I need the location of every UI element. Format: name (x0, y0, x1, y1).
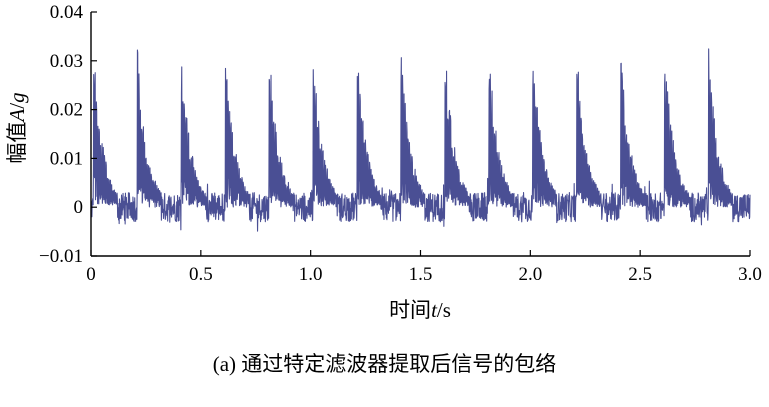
y-axis-title-sep: / (5, 103, 29, 109)
ticks: 0 0.5 1.0 1.5 2.0 2.5 3.0−0.0100.010.020.030.0… (39, 2, 762, 285)
y-axis-title: 幅值A/g (5, 92, 29, 163)
x-axis-title: 时间t/s (389, 298, 451, 322)
x-tick-label: 3.0 (738, 264, 762, 285)
y-tick-label: 0.02 (50, 100, 83, 121)
y-tick-label: 0.01 (50, 148, 83, 169)
y-axis-title-unit: g (5, 92, 29, 103)
x-tick-label: 2.0 (518, 264, 542, 285)
x-tick-label: 1.5 (409, 264, 433, 285)
y-tick-label: 0 (74, 197, 84, 218)
y-tick-label: 0.03 (50, 51, 83, 72)
figure-caption: (a) 通过特定滤波器提取后信号的包络 (212, 352, 557, 376)
x-axis-title-prefix: 时间 (389, 298, 431, 322)
x-tick-label: 2.5 (628, 264, 652, 285)
x-axis-title-unit: /s (437, 298, 451, 322)
x-tick-label: 1.0 (299, 264, 323, 285)
x-axis-title-var: t (431, 298, 438, 322)
x-tick-label: 0.5 (189, 264, 213, 285)
plot-area (90, 48, 751, 232)
y-tick-label: 0.04 (50, 2, 84, 23)
y-tick-label: −0.01 (39, 246, 83, 267)
axes (90, 12, 750, 257)
y-axis-title-var: A (5, 109, 29, 124)
series-line-envelope (90, 48, 751, 232)
envelope-chart: 0 0.5 1.0 1.5 2.0 2.5 3.0−0.0100.010.020.030.0… (5, 2, 762, 322)
y-axis-title-prefix: 幅值 (5, 122, 29, 164)
x-tick-label: 0 (86, 264, 96, 285)
